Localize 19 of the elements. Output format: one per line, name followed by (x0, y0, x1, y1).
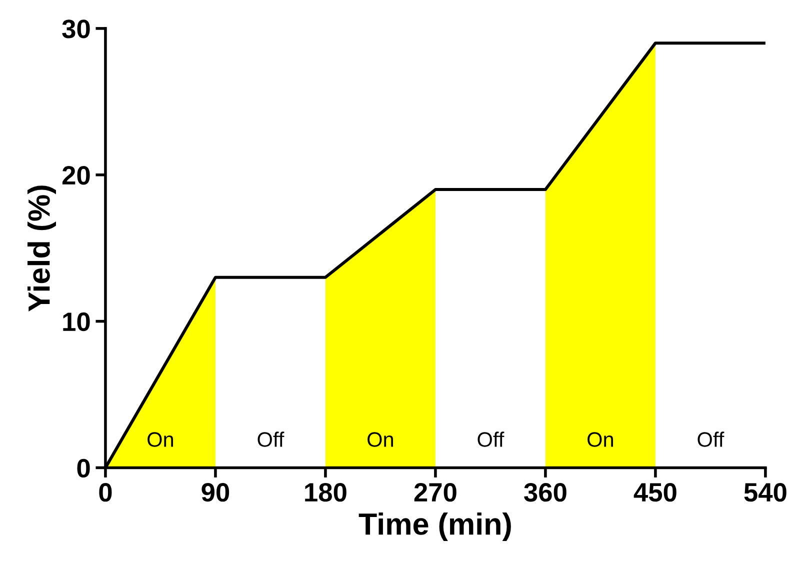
annotation: Off (258, 432, 284, 447)
y-tick-label: 30 (62, 20, 90, 38)
x-tick-label: 360 (524, 483, 566, 502)
x-axis-title: Time (min) (358, 512, 511, 541)
x-tick-label: 90 (202, 483, 230, 502)
y-axis-title: Yield (%) (27, 186, 56, 312)
y-tick-label: 20 (62, 166, 90, 185)
y-tick-label: 0 (77, 458, 90, 478)
x-tick-label: 450 (634, 483, 676, 502)
annotation: On (588, 432, 613, 447)
annotation: On (368, 432, 393, 447)
annotation: On (148, 432, 174, 447)
x-tick-label: 0 (99, 483, 112, 502)
x-tick-label: 180 (305, 483, 346, 502)
x-tick-label: 540 (744, 483, 786, 502)
x-tick-label: 270 (414, 483, 456, 502)
annotation: Off (698, 432, 724, 447)
annotation: Off (478, 432, 504, 447)
y-tick-label: 10 (63, 312, 90, 332)
